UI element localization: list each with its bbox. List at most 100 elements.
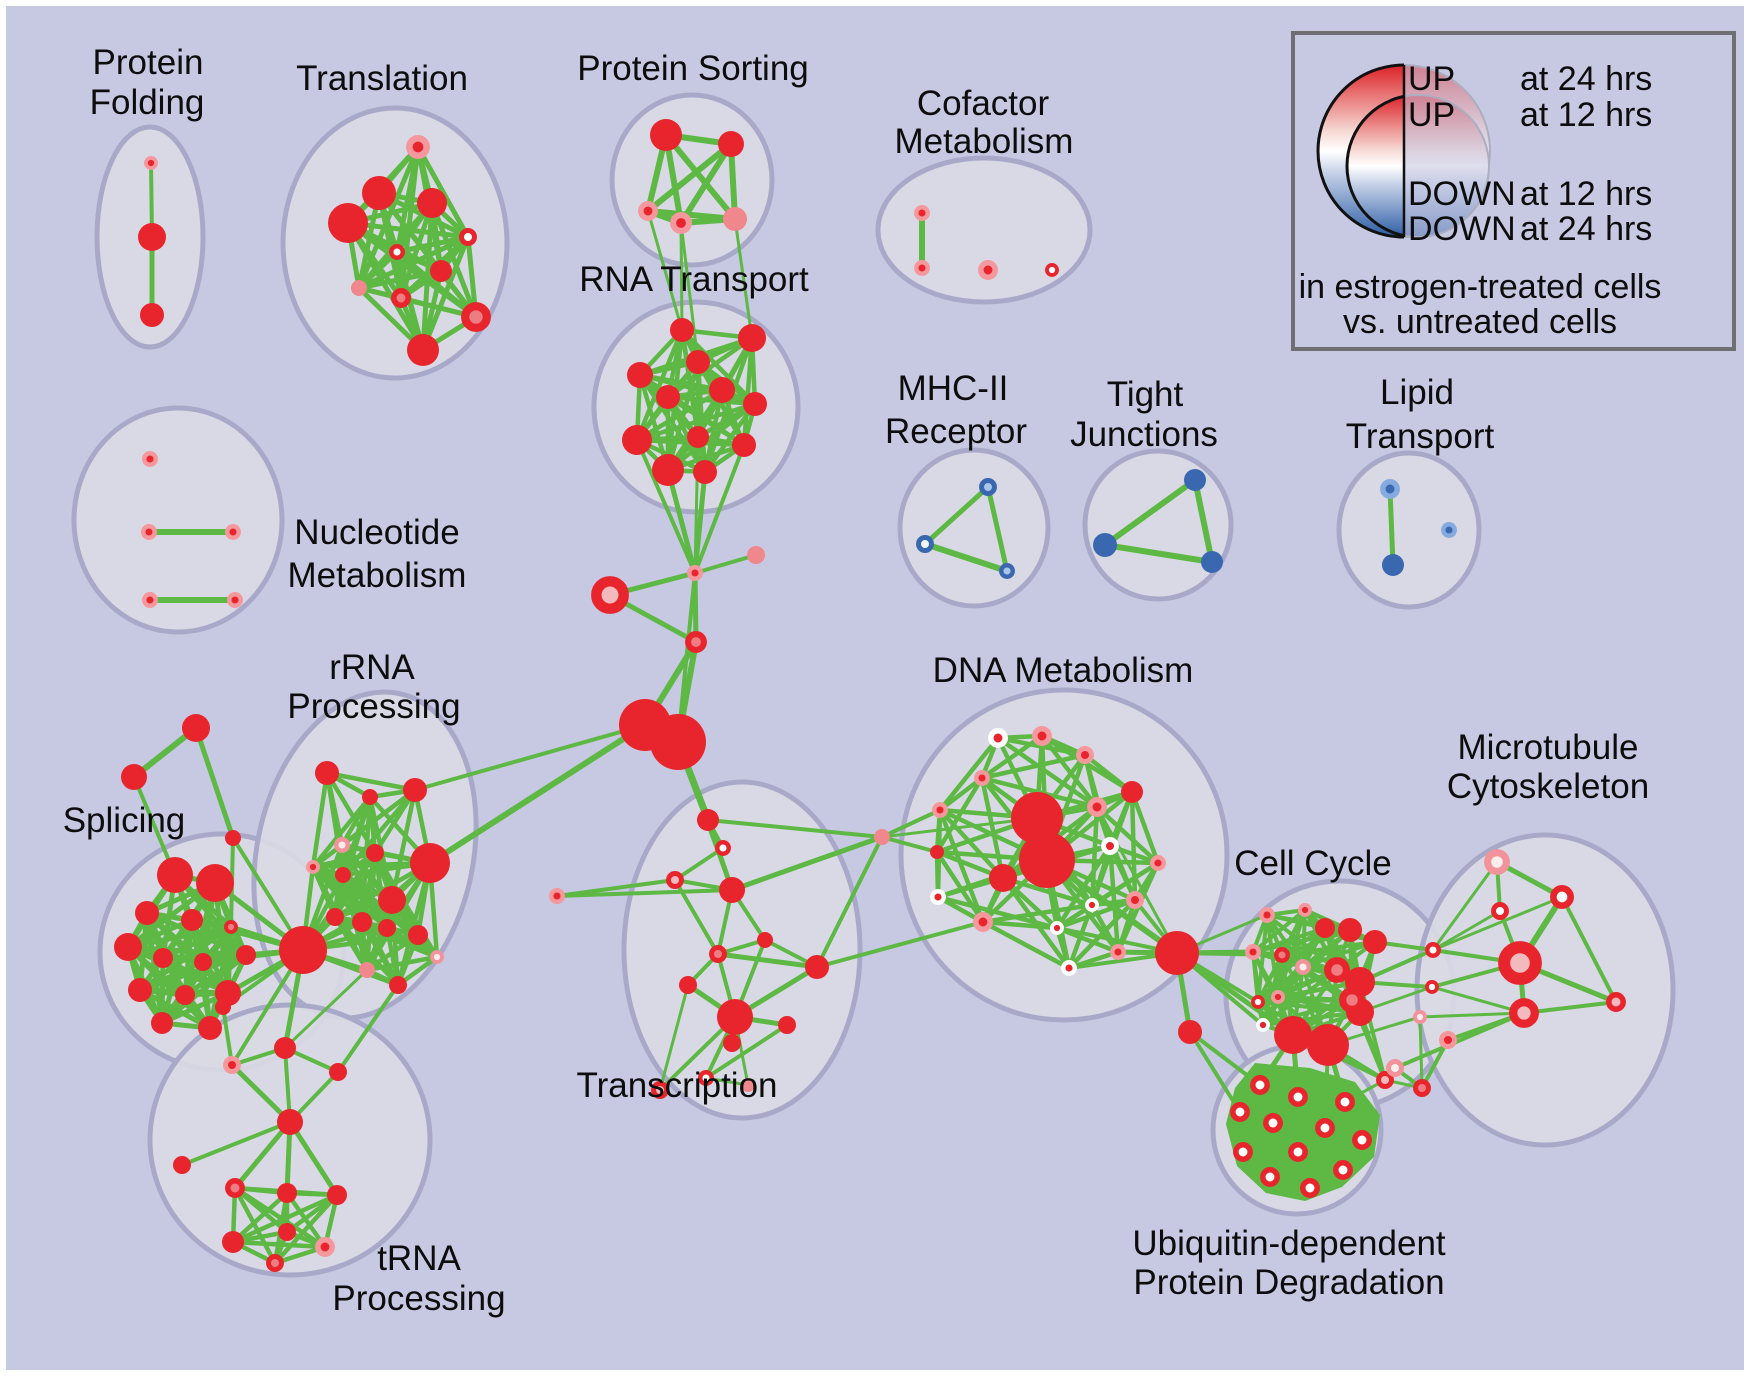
cluster-label: Transport [1346, 417, 1495, 456]
gene-node [747, 546, 765, 564]
gene-node [932, 802, 948, 818]
interaction-edge [1129, 789, 1161, 866]
interaction-edge [1102, 542, 1215, 565]
gene-node [142, 592, 158, 608]
interaction-edge [232, 1185, 290, 1235]
gene-node [391, 288, 411, 308]
interaction-edge [663, 132, 738, 222]
legend-entry: at 24 hrs [1520, 60, 1652, 98]
gene-node [638, 201, 658, 221]
gene-node [315, 761, 339, 785]
interaction-edge [345, 220, 426, 353]
legend-entry: DOWN [1408, 210, 1516, 248]
interaction-edge [1261, 998, 1354, 1027]
gene-node [225, 830, 241, 846]
gene-node [173, 1156, 191, 1174]
gene-node [743, 392, 767, 416]
gene-node [973, 912, 993, 932]
gene-node [329, 1063, 347, 1081]
cluster-label: Nucleotide [294, 513, 459, 552]
interaction-edge [336, 983, 400, 1074]
interaction-edge [284, 1192, 340, 1235]
gene-node [1298, 903, 1312, 917]
gene-node [1307, 1024, 1349, 1066]
gene-node [1178, 1020, 1202, 1044]
gene-node [266, 1254, 284, 1272]
cluster-label: Folding [90, 83, 205, 122]
interaction-edge [1256, 965, 1305, 1004]
cluster-label: Cofactor [917, 84, 1050, 123]
interaction-edge [230, 1239, 328, 1250]
interaction-edge [1280, 928, 1352, 957]
interaction-edge [880, 835, 939, 854]
gene-node [407, 334, 439, 366]
gene-node [194, 953, 212, 971]
gene-node [1363, 930, 1387, 954]
interaction-edge [922, 484, 991, 547]
cluster-label: Metabolism [288, 556, 467, 595]
gene-node [274, 1037, 296, 1059]
gene-node [979, 478, 997, 496]
gene-node [227, 592, 243, 608]
gene-node [666, 871, 684, 889]
gene-node [140, 303, 164, 327]
gene-node [417, 188, 447, 218]
interaction-edge [645, 141, 734, 214]
interaction-edge [1039, 733, 1100, 810]
gene-node [328, 203, 368, 243]
interaction-edge [935, 894, 1060, 931]
legend-glyph-saturated-half [1316, 63, 1404, 239]
gene-node [1251, 995, 1265, 1009]
interaction-edge [715, 951, 820, 970]
gene-node [1230, 1102, 1250, 1122]
gene-node [1380, 479, 1400, 499]
gene-node [1061, 960, 1077, 976]
interaction-edge [1431, 860, 1499, 952]
gene-node [151, 1012, 173, 1034]
interaction-edge [1107, 843, 1121, 955]
gene-node [278, 1223, 296, 1241]
gene-node [732, 433, 756, 457]
gene-node [693, 460, 717, 484]
gene-node [1376, 1071, 1394, 1089]
gene-node [430, 260, 452, 282]
gene-node [1256, 1018, 1270, 1032]
gene-node [1550, 885, 1574, 909]
gene-node [114, 933, 142, 961]
interaction-edge [673, 846, 725, 882]
interaction-edge [1107, 843, 1138, 903]
interaction-edge [729, 834, 885, 893]
interaction-edge [678, 141, 734, 226]
gene-node [805, 955, 829, 979]
gene-node [335, 867, 351, 883]
interaction-edge [230, 1190, 290, 1245]
gene-node [930, 845, 944, 859]
interaction-edge [310, 770, 330, 870]
interaction-edge [1280, 940, 1377, 957]
interaction-edge [980, 919, 1060, 931]
interaction-edge [665, 394, 758, 407]
interaction-edge [979, 775, 1006, 881]
cluster-label: Cell Cycle [1234, 844, 1392, 883]
gene-node [142, 451, 158, 467]
gene-node [1150, 855, 1166, 871]
gene-node [1498, 941, 1542, 985]
gene-node [1121, 781, 1143, 803]
gene-node [1093, 533, 1117, 557]
gene-node [403, 778, 427, 802]
gene-node [279, 926, 327, 974]
interaction-edge [232, 1119, 293, 1191]
cluster-ellipse-mhc-ii-receptor [897, 447, 1051, 609]
gene-node [362, 789, 378, 805]
gene-node [121, 764, 147, 790]
gene-node [718, 131, 744, 157]
gene-node [315, 1237, 335, 1257]
gene-node [978, 260, 998, 280]
gene-node [222, 1231, 244, 1253]
gene-node [1335, 1092, 1355, 1112]
gene-node [989, 864, 1017, 892]
gene-node [1019, 832, 1075, 888]
cluster-label: Cytoskeleton [1447, 767, 1649, 806]
gene-node [277, 1109, 303, 1135]
cluster-ellipse-tight-junctions [1082, 448, 1234, 602]
